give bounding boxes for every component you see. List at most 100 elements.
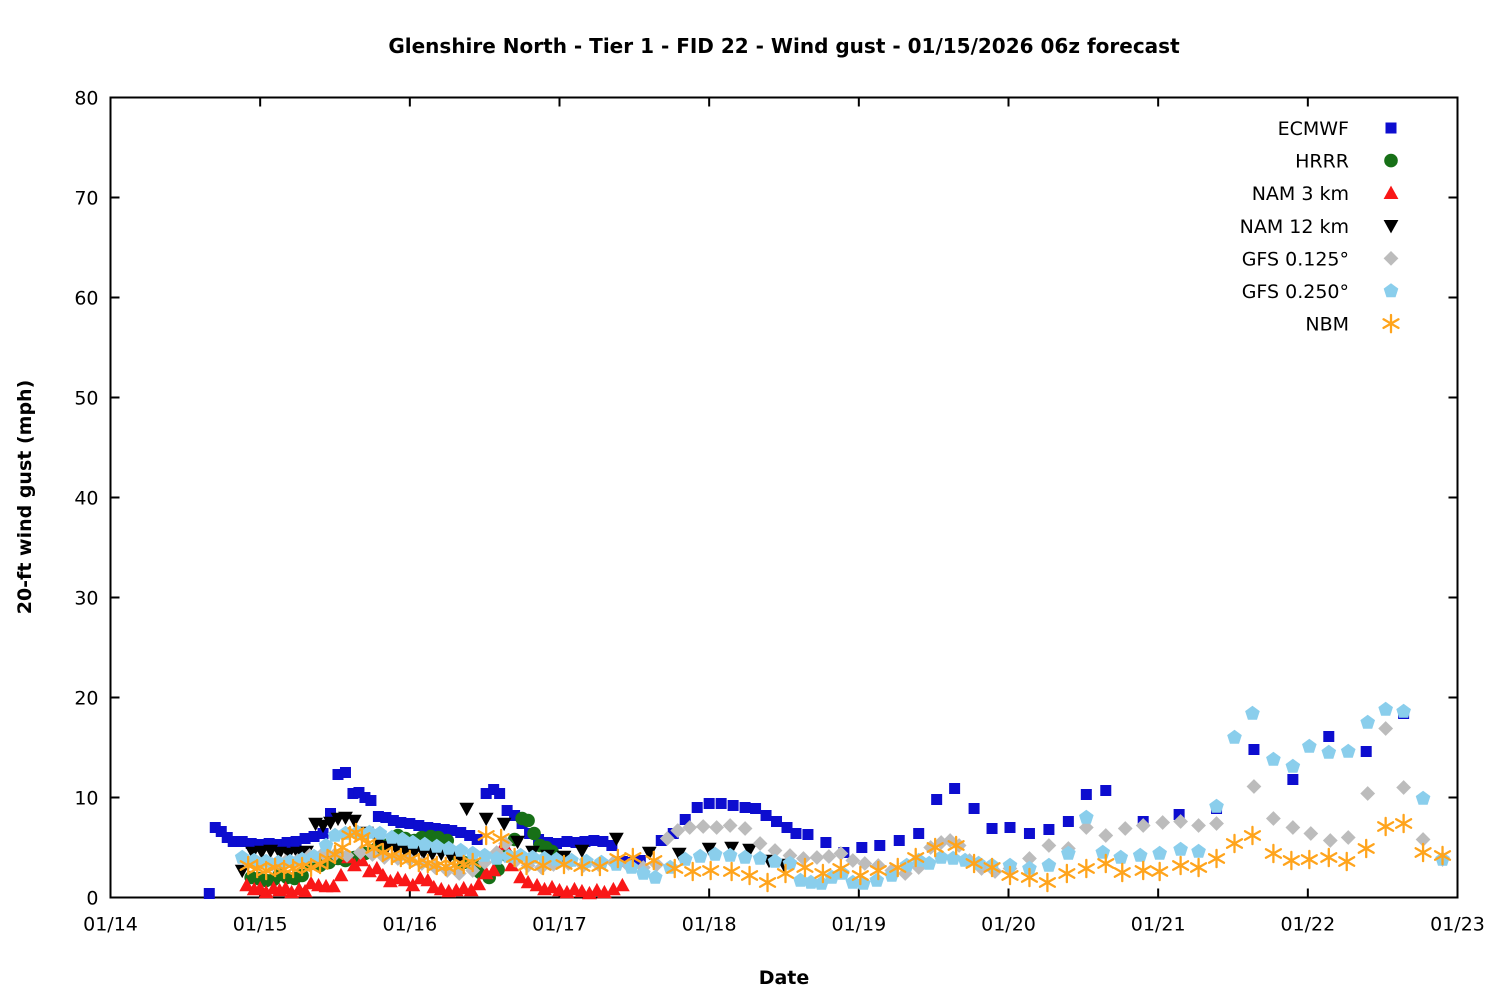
data-point-diamond bbox=[1415, 832, 1431, 847]
data-point-pentagon bbox=[1095, 844, 1111, 859]
data-point-square bbox=[1080, 789, 1092, 800]
data-point-square bbox=[913, 828, 925, 839]
series-nam-12-km bbox=[234, 802, 792, 879]
data-point-asterisk bbox=[624, 852, 642, 863]
data-point-circle bbox=[521, 813, 535, 828]
data-point-square bbox=[588, 835, 600, 846]
data-point-diamond bbox=[1191, 818, 1206, 833]
data-point-square bbox=[455, 827, 467, 838]
data-point-square bbox=[1100, 785, 1112, 796]
data-point-diamond bbox=[1266, 811, 1281, 826]
data-point-pentagon bbox=[957, 852, 973, 867]
data-point-square bbox=[986, 823, 998, 834]
data-point-triangle-up bbox=[420, 872, 436, 887]
data-point-diamond bbox=[1173, 814, 1189, 829]
y-tick-label: 70 bbox=[74, 188, 98, 210]
data-point-square bbox=[281, 837, 293, 848]
data-point-triangle-up bbox=[258, 884, 274, 899]
data-point-diamond bbox=[1135, 818, 1151, 833]
data-point-square bbox=[727, 800, 739, 811]
data-point-square bbox=[339, 767, 351, 778]
y-tick-label: 60 bbox=[74, 288, 98, 310]
data-point-asterisk bbox=[740, 870, 759, 881]
data-point-triangle-up bbox=[369, 860, 385, 875]
data-point-triangle-down bbox=[254, 845, 270, 860]
data-point-triangle-down bbox=[608, 832, 624, 847]
data-point-asterisk bbox=[591, 861, 609, 872]
data-point-pentagon bbox=[1079, 809, 1094, 824]
x-tick-label: 01/18 bbox=[682, 914, 737, 936]
data-point-pentagon bbox=[921, 855, 937, 870]
data-point-square bbox=[299, 833, 311, 844]
data-point-diamond bbox=[1383, 251, 1399, 266]
data-point-pentagon bbox=[1383, 283, 1399, 298]
data-point-asterisk bbox=[684, 866, 702, 877]
data-point-square bbox=[488, 784, 500, 795]
data-point-asterisk bbox=[293, 861, 311, 872]
data-point-square bbox=[1360, 746, 1372, 757]
data-point-square bbox=[655, 835, 667, 846]
data-point-asterisk bbox=[776, 868, 795, 879]
data-point-triangle-down bbox=[742, 843, 757, 858]
data-point-triangle-up bbox=[463, 882, 479, 897]
data-point-diamond bbox=[451, 866, 467, 881]
data-point-pentagon bbox=[405, 834, 421, 849]
x-tick-label: 01/20 bbox=[981, 914, 1036, 936]
data-point-square bbox=[254, 839, 266, 850]
data-point-square bbox=[471, 834, 483, 845]
data-point-square bbox=[353, 787, 365, 798]
data-series bbox=[203, 701, 1452, 900]
legend-marker-square bbox=[1385, 122, 1397, 134]
legend-marker-pentagon bbox=[1383, 283, 1399, 298]
data-point-asterisk bbox=[517, 860, 536, 871]
data-point-square bbox=[422, 822, 434, 833]
data-point-square bbox=[245, 838, 257, 849]
data-point-asterisk bbox=[947, 840, 965, 851]
y-tick-label: 10 bbox=[74, 788, 98, 810]
data-point-pentagon bbox=[1191, 843, 1206, 858]
data-point-pentagon bbox=[1378, 701, 1393, 716]
data-point-triangle-down bbox=[323, 816, 338, 831]
data-point-pentagon bbox=[318, 837, 334, 852]
data-point-diamond bbox=[821, 849, 837, 864]
data-point-asterisk bbox=[1172, 860, 1190, 871]
data-point-pentagon bbox=[1360, 714, 1376, 729]
data-point-triangle-down bbox=[496, 817, 512, 832]
data-point-asterisk bbox=[965, 858, 983, 869]
x-tick-label: 01/23 bbox=[1430, 914, 1485, 936]
data-point-diamond bbox=[1078, 820, 1094, 835]
data-point-square bbox=[203, 888, 215, 899]
data-point-asterisk bbox=[609, 853, 627, 864]
data-point-pentagon bbox=[489, 850, 504, 865]
data-point-pentagon bbox=[1061, 845, 1076, 860]
y-tick-label: 50 bbox=[74, 388, 98, 410]
data-point-diamond bbox=[1360, 786, 1376, 801]
data-point-asterisk bbox=[1382, 318, 1400, 330]
legend-label: NBM bbox=[1305, 314, 1349, 336]
data-point-square bbox=[931, 794, 943, 805]
data-point-square bbox=[968, 803, 980, 814]
data-point-square bbox=[446, 825, 458, 836]
legend-item-nam-12-km: NAM 12 km bbox=[1240, 216, 1399, 238]
data-point-square bbox=[1287, 774, 1299, 785]
data-point-circle bbox=[527, 826, 541, 841]
data-point-square bbox=[480, 788, 492, 799]
legend-marker-asterisk bbox=[1382, 313, 1400, 334]
data-point-diamond bbox=[659, 831, 675, 846]
data-point-asterisk bbox=[1377, 821, 1395, 832]
data-point-asterisk bbox=[284, 863, 302, 874]
data-point-diamond bbox=[1378, 721, 1394, 736]
data-point-square bbox=[750, 803, 762, 814]
data-point-pentagon bbox=[1209, 798, 1224, 813]
data-point-asterisk bbox=[1001, 870, 1019, 881]
data-point-square bbox=[209, 822, 221, 833]
data-point-triangle-up bbox=[375, 867, 391, 882]
data-point-diamond bbox=[752, 836, 768, 851]
data-point-asterisk bbox=[573, 861, 591, 872]
data-point-pentagon bbox=[624, 859, 639, 874]
data-point-pentagon bbox=[384, 829, 400, 844]
data-point-asterisk bbox=[702, 865, 720, 876]
data-point-asterisk bbox=[464, 857, 482, 868]
